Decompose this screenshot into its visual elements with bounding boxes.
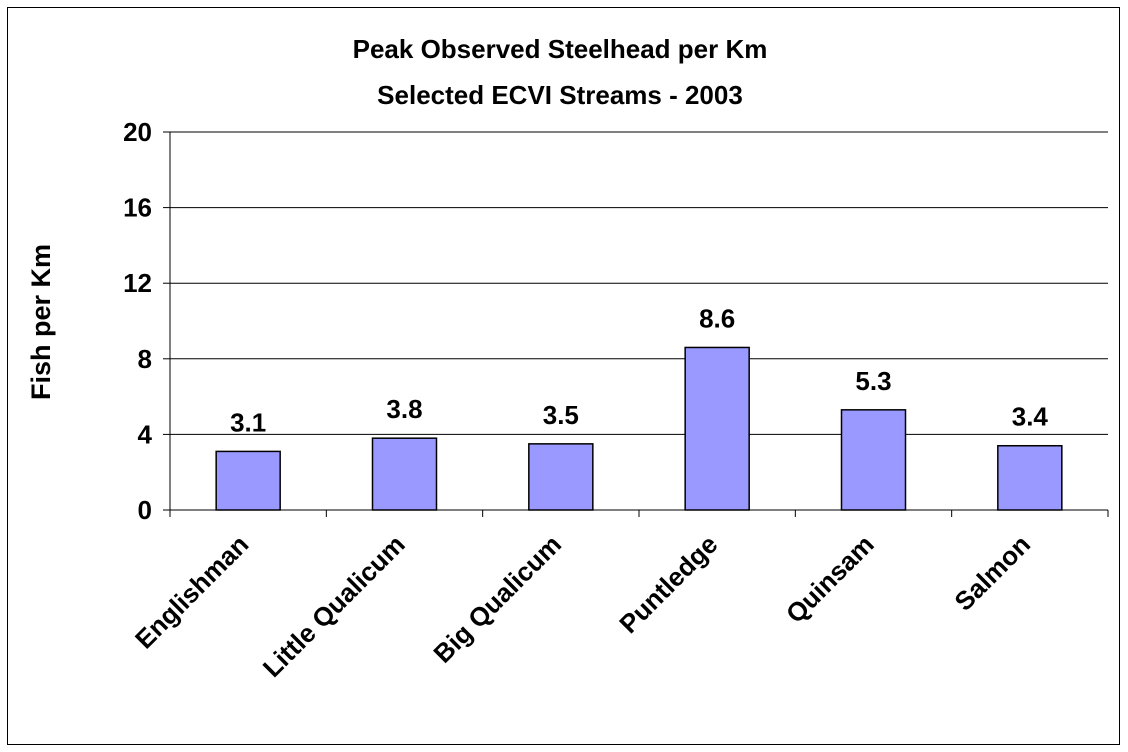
bar (840, 409, 907, 511)
chart-border (7, 7, 1120, 745)
data-label: 3.1 (230, 407, 266, 437)
y-axis-title: Fish per Km (26, 244, 56, 400)
bar (528, 443, 594, 511)
y-tick-label: 0 (138, 495, 152, 525)
y-tick-label: 20 (123, 117, 152, 147)
bar (997, 444, 1063, 511)
y-tick-label: 12 (123, 268, 152, 298)
y-tick-label: 16 (123, 193, 152, 223)
data-label: 8.6 (699, 303, 735, 333)
data-label: 3.8 (386, 394, 422, 424)
y-tick-label: 4 (138, 419, 153, 449)
data-label: 3.5 (543, 400, 579, 430)
y-tick-label: 8 (138, 344, 152, 374)
chart-subtitle: Selected ECVI Streams - 2003 (377, 80, 743, 110)
bar (684, 346, 750, 511)
bar (215, 450, 281, 511)
chart-title: Peak Observed Steelhead per Km (353, 34, 768, 64)
bar (371, 437, 438, 511)
data-label: 3.4 (1012, 402, 1049, 432)
data-label: 5.3 (855, 366, 891, 396)
